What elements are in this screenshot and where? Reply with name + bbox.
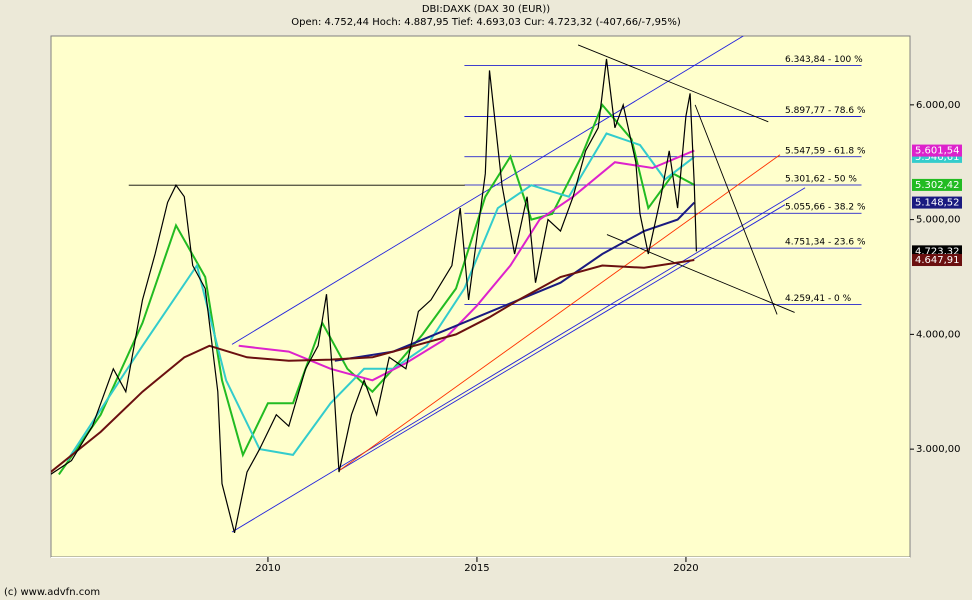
fib-label: 4.751,34 - 23.6 % [785, 238, 866, 248]
x-tick-label: 2010 [255, 563, 280, 574]
value-box-label: 5.546,61 [915, 152, 960, 163]
fib-label: 6.343,84 - 100 % [785, 55, 863, 65]
chart-title: DBI:DAXK (DAX 30 (EUR)) [422, 4, 550, 15]
value-box-label: 4.723,32 [915, 246, 960, 257]
trend-line [606, 234, 795, 313]
y-tick-label: 3.000,00 [916, 444, 961, 455]
value-box-label: 5.302,42 [915, 180, 960, 191]
trend-line [694, 104, 778, 315]
trend-line [339, 154, 781, 471]
value-box-label: 5.148,52 [915, 198, 960, 209]
y-tick-label: 6.000,00 [916, 100, 961, 111]
plot-area [50, 35, 911, 558]
chart-subtitle: Open: 4.752,44 Hoch: 4.887,95 Tief: 4.69… [291, 17, 681, 28]
y-tick-label: 4.000,00 [916, 329, 961, 340]
series-line [238, 149, 695, 382]
trend-line [339, 204, 786, 471]
trend-line [577, 44, 769, 123]
plot: 6.343,84 - 100 % 5.897,77 - 78.6 % 5.547,5… [51, 36, 866, 534]
trend-line [231, 187, 806, 533]
value-box [912, 196, 962, 209]
x-tick-label: 2020 [673, 563, 698, 574]
series-line [66, 132, 695, 462]
series-line [51, 58, 697, 534]
fib-label: 5.301,62 - 50 % [785, 174, 857, 184]
fib-label: 4.259,41 - 0 % [785, 294, 852, 304]
footer: (c) www.advfn.com [4, 587, 100, 598]
value-box [912, 144, 962, 157]
value-box-label: 4.647,91 [915, 255, 960, 266]
fib-label: 5.547,59 - 61.8 % [785, 146, 866, 156]
fib-label: 5.897,77 - 78.6 % [785, 106, 866, 116]
value-box [912, 254, 962, 267]
value-box [912, 178, 962, 191]
fib-label: 5.055,66 - 38.2 % [785, 203, 866, 213]
series-line [334, 201, 696, 362]
value-box-label: 5.601,54 [915, 146, 960, 157]
y-tick-label: 5.000,00 [916, 215, 961, 226]
x-tick-label: 2015 [464, 563, 489, 574]
series-line [51, 259, 695, 473]
